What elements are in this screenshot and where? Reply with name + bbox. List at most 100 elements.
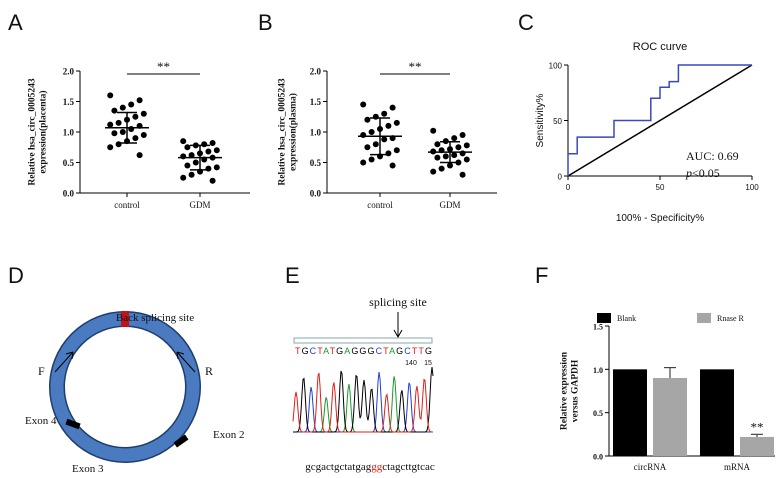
x-tick-label: circRNA xyxy=(634,462,667,472)
annotation: p<0.05 xyxy=(685,166,720,180)
y-tick-label: 1.0 xyxy=(593,366,603,375)
y-axis-label: expression(plasma) xyxy=(288,93,299,171)
base: A xyxy=(389,346,395,356)
dot xyxy=(368,156,375,163)
base: G xyxy=(396,346,403,356)
dot xyxy=(364,144,371,151)
x-tick-label: GDM xyxy=(189,200,210,210)
arrow-head xyxy=(176,351,185,360)
legend-swatch xyxy=(597,313,611,323)
dot xyxy=(205,165,212,172)
circ-diagram: Back splicing site F R Exon 4 Exon 2 Exo… xyxy=(25,311,244,475)
dot xyxy=(184,162,191,169)
dot xyxy=(111,107,118,114)
dot xyxy=(459,171,466,178)
y-tick-label: 0.5 xyxy=(593,409,603,418)
y-tick-label: 100 xyxy=(549,62,563,71)
dot xyxy=(434,141,441,148)
significance-label: ** xyxy=(157,59,170,74)
base: G xyxy=(368,346,375,356)
diagram-label: Exon 2 xyxy=(213,429,244,441)
y-tick-label: 0.5 xyxy=(310,158,322,168)
dot xyxy=(188,152,195,159)
annotation-italic: p xyxy=(685,166,692,180)
dot xyxy=(188,171,195,178)
marker-label: splicing site xyxy=(369,295,427,309)
circ-rna xyxy=(50,312,200,462)
dot xyxy=(132,135,139,142)
dot xyxy=(213,164,220,171)
legend-label: Rnase R xyxy=(717,314,745,323)
dot xyxy=(180,138,187,145)
dot xyxy=(393,119,400,126)
bar xyxy=(613,369,647,456)
dot xyxy=(389,104,396,111)
dot xyxy=(463,156,470,163)
dot xyxy=(201,141,208,148)
dot xyxy=(115,119,122,126)
roc-curve xyxy=(567,64,752,176)
dot xyxy=(128,125,135,132)
y-tick-label: 2.0 xyxy=(310,67,322,77)
dot xyxy=(381,110,388,117)
base: T xyxy=(383,346,389,356)
exon-junction xyxy=(65,418,81,430)
dot xyxy=(115,141,122,148)
y-tick-label: 1.0 xyxy=(63,128,75,138)
dot xyxy=(360,159,367,166)
x-tick-label: control xyxy=(367,200,393,210)
y-axis-label: versus GAPDH xyxy=(571,359,581,422)
dot xyxy=(136,152,143,159)
y-tick-label: 0.0 xyxy=(310,189,322,199)
arrow-head xyxy=(393,329,403,339)
y-tick-label: 0.0 xyxy=(593,453,603,462)
y-tick-label: 0.0 xyxy=(63,189,75,199)
y-tick-label: 2.0 xyxy=(63,67,75,77)
dot xyxy=(209,177,216,184)
dot xyxy=(455,144,462,151)
sequence: gcgactgctatgagggctagcttgtcac xyxy=(305,461,435,473)
dot xyxy=(111,130,118,137)
dot xyxy=(213,147,220,154)
dot xyxy=(209,139,216,146)
annotation: AUC: 0.69 xyxy=(686,149,739,163)
x-tick-label: GDM xyxy=(439,200,460,210)
dot xyxy=(451,135,458,142)
significance-label: ** xyxy=(409,59,422,74)
dot xyxy=(372,113,379,120)
base: T xyxy=(412,346,418,356)
dot xyxy=(119,129,126,135)
dot xyxy=(107,121,114,128)
diagram-label: F xyxy=(38,364,45,378)
dot xyxy=(107,92,114,99)
primer-arrow xyxy=(176,351,196,373)
dot xyxy=(389,162,396,169)
base: G xyxy=(351,346,358,356)
sequence-highlight: gg xyxy=(371,461,383,473)
trace xyxy=(293,372,433,433)
diagram-label: R xyxy=(205,364,213,378)
splice-mark xyxy=(121,311,129,327)
dot xyxy=(140,110,147,117)
dot xyxy=(430,127,437,134)
dot xyxy=(463,142,470,149)
ruler xyxy=(293,337,433,344)
base: T xyxy=(418,346,424,356)
dot xyxy=(360,101,367,108)
dot xyxy=(180,174,187,181)
dot xyxy=(132,113,139,120)
bar xyxy=(653,378,687,456)
x-tick-label: mRNA xyxy=(724,462,751,472)
dot xyxy=(360,132,367,139)
y-tick-label: 50 xyxy=(553,117,562,126)
base: C xyxy=(404,346,411,356)
dot xyxy=(459,150,466,157)
dot xyxy=(381,136,388,143)
dot xyxy=(136,97,143,104)
dot xyxy=(192,159,199,166)
dot xyxy=(438,165,445,172)
diagram-label: Exon 3 xyxy=(72,463,104,475)
dot xyxy=(119,104,126,111)
base: C xyxy=(310,346,317,356)
